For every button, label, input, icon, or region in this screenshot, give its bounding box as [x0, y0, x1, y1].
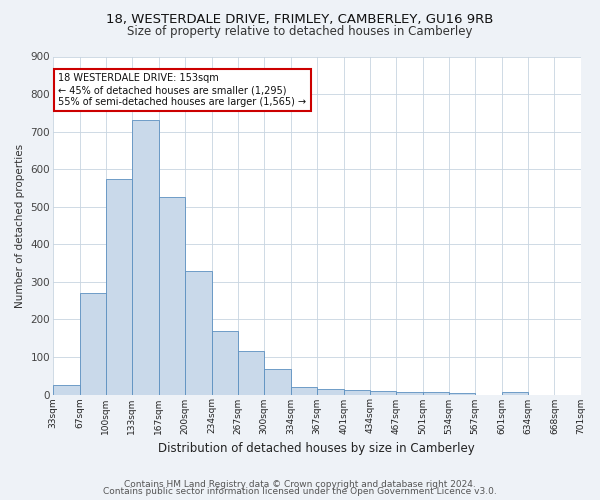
- Bar: [212, 330, 238, 394]
- Bar: [185, 270, 212, 394]
- Bar: [80, 293, 106, 394]
- Bar: [159, 198, 185, 394]
- Bar: [370, 391, 396, 394]
- Y-axis label: Number of detached properties: Number of detached properties: [15, 144, 25, 308]
- Bar: [422, 392, 449, 394]
- Text: 18 WESTERDALE DRIVE: 153sqm
← 45% of detached houses are smaller (1,295)
55% of : 18 WESTERDALE DRIVE: 153sqm ← 45% of det…: [58, 74, 307, 106]
- Bar: [132, 120, 159, 394]
- Bar: [449, 392, 475, 394]
- Bar: [317, 389, 344, 394]
- Bar: [106, 178, 132, 394]
- Bar: [502, 392, 527, 394]
- Bar: [396, 392, 422, 394]
- Bar: [238, 352, 264, 395]
- Bar: [344, 390, 370, 394]
- X-axis label: Distribution of detached houses by size in Camberley: Distribution of detached houses by size …: [158, 442, 475, 455]
- Text: Contains public sector information licensed under the Open Government Licence v3: Contains public sector information licen…: [103, 488, 497, 496]
- Text: Size of property relative to detached houses in Camberley: Size of property relative to detached ho…: [127, 25, 473, 38]
- Text: 18, WESTERDALE DRIVE, FRIMLEY, CAMBERLEY, GU16 9RB: 18, WESTERDALE DRIVE, FRIMLEY, CAMBERLEY…: [106, 12, 494, 26]
- Bar: [53, 385, 80, 394]
- Bar: [264, 370, 290, 394]
- Bar: [290, 387, 317, 394]
- Text: Contains HM Land Registry data © Crown copyright and database right 2024.: Contains HM Land Registry data © Crown c…: [124, 480, 476, 489]
